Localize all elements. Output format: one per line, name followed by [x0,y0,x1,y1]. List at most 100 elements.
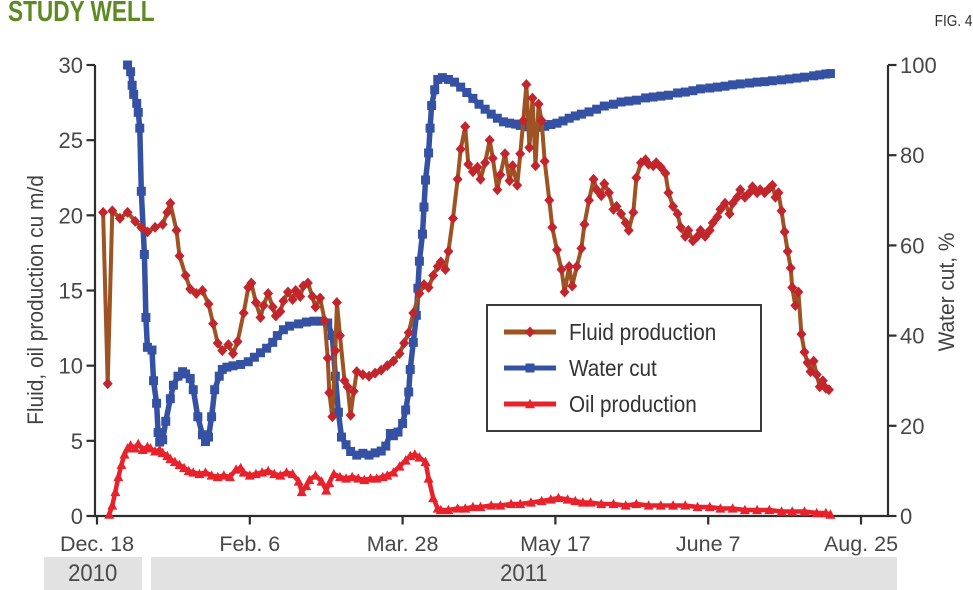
fluid-marker-diamond [319,315,330,327]
year-band-label: 2011 [500,559,548,587]
fluid-marker-diamond [700,230,711,242]
oil-marker-triangle [739,504,750,515]
water-marker-square [424,148,434,158]
fluid-marker-diamond [544,194,555,206]
right-axis-tick-label: 60 [900,233,924,258]
fluid-marker-diamond [212,337,223,349]
oil-marker-triangle [116,459,127,470]
water-marker-square [123,60,133,70]
fluid-marker-diamond [515,148,526,160]
fluid-marker-diamond [518,115,529,127]
fluid-marker-diamond [107,205,118,217]
water-marker-square [430,85,440,95]
water-marker-square [648,92,658,102]
legend-item-oil-production: Oil production [504,391,748,418]
fluid-marker-diamond [345,409,356,421]
oil-marker-triangle [275,470,286,480]
water-marker-square [752,77,762,87]
oil-marker-triangle [296,486,307,497]
fluid-marker-diamond [330,345,341,357]
oil-production-series [104,438,836,519]
fluid-marker-diamond [808,355,819,367]
fluid-marker-diamond [631,172,642,184]
fluid-marker-diamond [307,291,318,303]
water-marker-square [735,79,745,89]
water-marker-square [631,95,641,105]
fluid-marker-diamond [504,175,515,187]
fluid-marker-diamond [567,280,578,292]
left-axis-tick-label: 10 [59,354,83,379]
oil-marker-triangle [316,476,327,486]
fluid-marker-diamond [315,292,326,304]
axis-frame [93,65,890,518]
fluid-marker-diamond [495,169,506,181]
fluid-marker-diamond [334,330,345,342]
water-marker-square [744,78,754,88]
water-marker-square [185,373,195,383]
fluid-marker-diamond [174,250,185,262]
water-marker-square [427,101,437,111]
water-marker-square [193,412,203,422]
fluid-marker-diamond [348,385,359,397]
fluid-marker-diamond [571,260,582,272]
water-marker-square [405,364,415,374]
oil-marker-triangle [515,498,526,509]
fluid-marker-diamond [283,286,293,298]
fluid-marker-diamond [512,179,523,191]
fluid-marker-diamond [776,205,787,217]
water-marker-square [680,87,690,97]
water-marker-square [696,84,706,94]
water-marker-square [592,104,602,114]
right-axis-tick-label: 0 [900,504,912,529]
oil-marker-triangle [631,498,642,509]
oil-marker-triangle [764,504,775,515]
fluid-marker-diamond [773,187,784,199]
oil-marker-triangle [486,500,497,510]
right-axis-tick-label: 80 [900,143,924,168]
oil-marker-triangle [328,468,339,479]
water-production-series [123,60,835,460]
fluid-marker-diamond [623,224,634,236]
water-marker-square [421,175,431,185]
oil-marker-triangle [570,495,581,506]
left-axis-tick-label: 15 [59,279,83,304]
fluid-marker-diamond [275,306,286,318]
fluid-marker-diamond [668,200,679,212]
water-marker-square [584,107,594,117]
water-marker-square [401,405,411,415]
water-marker-square [576,109,586,119]
water-marker-square [301,317,311,327]
left-axis-tick-label: 25 [59,128,83,153]
water-marker-square [641,93,651,103]
oil-marker-triangle [394,461,405,471]
water-marker-square [425,123,435,133]
fluid-marker-diamond [331,297,342,309]
fluid-marker-diamond [185,283,196,295]
water-marker-square [624,96,634,106]
oil-marker-triangle [137,444,148,455]
fluid-marker-diamond [171,224,182,236]
oil-marker-triangle [218,470,229,480]
fluid-marker-diamond [811,369,822,381]
water-legend-marker [525,363,535,373]
water-marker-square [799,72,809,82]
oil-marker-triangle [388,467,399,477]
water-marker-square [188,385,198,395]
water-marker-square [147,345,157,355]
fluid-marker-diamond [767,179,778,191]
fluid-marker-diamond [779,226,790,238]
fluid-marker-diamond [521,79,532,91]
oil-marker-triangle [545,494,556,504]
fluid-marker-diamond [428,269,439,281]
fluid-marker-diamond [342,381,353,393]
oil-marker-triangle [281,467,292,477]
fluid-marker-diamond [547,221,558,233]
oil-marker-triangle [825,509,836,519]
fluid-marker-diamond [660,167,671,179]
fluid-marker-diamond [475,173,486,185]
fluid-marker-diamond [539,155,550,167]
fluid-marker-diamond [564,260,575,272]
fluid-marker-diamond [327,411,338,423]
fluid-marker-diamond [136,221,147,233]
oil-marker-triangle [536,495,547,506]
